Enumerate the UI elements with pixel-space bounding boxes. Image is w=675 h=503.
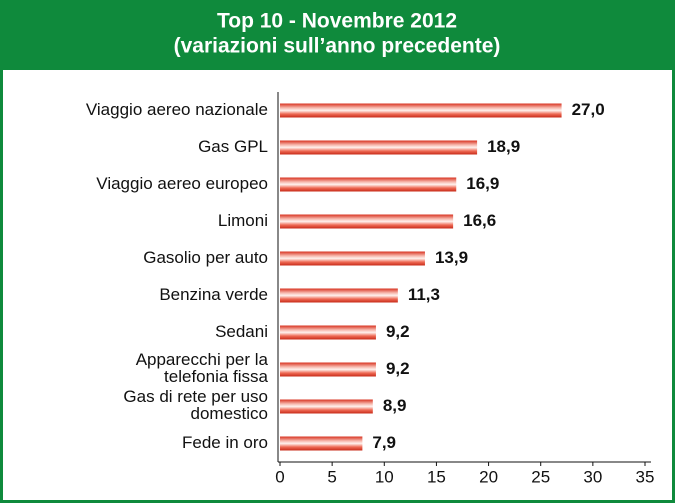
data-label: 9,2 — [386, 322, 410, 341]
chart-subtitle: (variazioni sull’anno precedente) — [174, 35, 501, 58]
bar — [280, 251, 425, 266]
bar — [280, 140, 478, 155]
bar — [280, 436, 363, 451]
data-label: 16,6 — [463, 211, 496, 230]
y-tick-label: Gas GPL — [198, 137, 268, 156]
x-tick-label: 30 — [583, 467, 602, 486]
data-label: 18,9 — [487, 137, 520, 156]
data-label: 7,9 — [372, 433, 396, 452]
bar — [280, 362, 376, 377]
data-label: 27,0 — [572, 100, 605, 119]
x-tick-label: 10 — [375, 467, 394, 486]
data-label: 11,3 — [408, 285, 440, 304]
y-tick-label: Fede in oro — [182, 433, 268, 452]
y-tick-label: Gas di rete per uso domestico — [123, 387, 268, 423]
x-tick-label: 5 — [327, 467, 336, 486]
bar — [280, 399, 373, 414]
bar — [280, 103, 562, 118]
y-tick-label: Sedani — [215, 322, 268, 341]
y-tick-label: Viaggio aereo europeo — [96, 174, 268, 193]
header — [0, 0, 675, 70]
data-label: 16,9 — [466, 174, 499, 193]
bar — [280, 325, 376, 340]
x-tick-label: 15 — [427, 467, 446, 486]
data-label: 13,9 — [435, 248, 468, 267]
x-tick-label: 0 — [275, 467, 284, 486]
bar — [280, 214, 454, 229]
x-tick-label: 35 — [636, 467, 655, 486]
y-tick-label: Apparecchi per la telefonia fissa — [136, 350, 269, 386]
data-label: 9,2 — [386, 359, 410, 378]
y-tick-label: Viaggio aereo nazionale — [86, 100, 268, 119]
chart-title: Top 10 - Novembre 2012 — [217, 10, 457, 33]
y-tick-label: Limoni — [218, 211, 268, 230]
x-tick-label: 20 — [479, 467, 498, 486]
bar — [280, 288, 398, 303]
data-label: 8,9 — [383, 396, 407, 415]
x-tick-label: 25 — [531, 467, 550, 486]
bar — [280, 177, 457, 192]
y-tick-label: Gasolio per auto — [143, 248, 268, 267]
y-tick-label: Benzina verde — [159, 285, 268, 304]
